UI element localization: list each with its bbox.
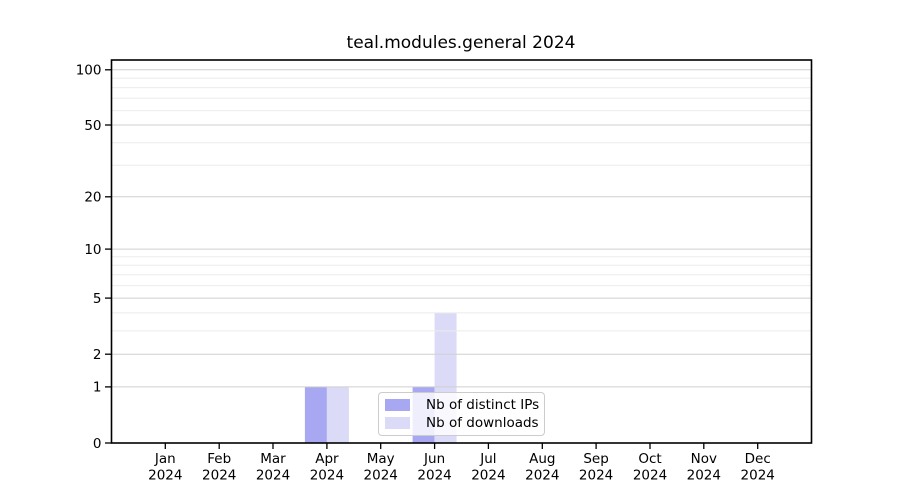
x-tick-label-month: Nov: [691, 451, 717, 467]
x-tick-label-month: Jul: [479, 451, 496, 467]
y-tick-label: 5: [93, 291, 102, 307]
x-tick-label-month: Aug: [529, 451, 555, 467]
x-tick-label-month: Oct: [638, 451, 661, 467]
x-tick-label-year: 2024: [202, 468, 236, 484]
x-tick-label-year: 2024: [579, 468, 613, 484]
legend-label-distinct-ips: Nb of distinct IPs: [426, 397, 540, 413]
bar-downloads-apr: [326, 386, 349, 443]
legend: Nb of distinct IPs Nb of downloads: [378, 392, 545, 436]
legend-swatch-downloads: [385, 417, 410, 429]
y-tick-label: 20: [84, 190, 101, 206]
x-tick-label-year: 2024: [471, 468, 505, 484]
legend-label-downloads: Nb of downloads: [426, 415, 539, 431]
legend-item-distinct-ips: Nb of distinct IPs: [385, 396, 540, 414]
y-tick-label: 50: [84, 118, 101, 134]
x-tick-label-month: Jun: [423, 451, 445, 467]
legend-swatch-distinct-ips: [385, 399, 410, 411]
x-tick-label-year: 2024: [633, 468, 667, 484]
x-tick-label-month: Mar: [260, 451, 286, 467]
x-tick-label-month: Dec: [745, 451, 771, 467]
legend-item-downloads: Nb of downloads: [385, 414, 539, 432]
y-tick-label: 0: [93, 436, 102, 452]
chart-title: teal.modules.general 2024: [346, 33, 576, 53]
x-tick-label-year: 2024: [310, 468, 344, 484]
x-tick-label-month: Jan: [154, 451, 176, 467]
x-tick-label-year: 2024: [525, 468, 559, 484]
x-tick-label-year: 2024: [417, 468, 451, 484]
axes-spines: [110, 59, 813, 444]
y-tick-label: 1: [93, 380, 102, 396]
x-tick-label-month: Feb: [207, 451, 231, 467]
x-tick-label-month: Apr: [315, 451, 339, 467]
x-tick-label-year: 2024: [148, 468, 182, 484]
x-tick-label-month: Sep: [583, 451, 608, 467]
x-tick-label-year: 2024: [256, 468, 290, 484]
bar-distinct-ips-apr: [304, 386, 327, 443]
x-tick-label-year: 2024: [364, 468, 398, 484]
x-tick-label-year: 2024: [687, 468, 721, 484]
y-tick-label: 2: [93, 347, 102, 363]
x-tick-label-month: May: [367, 451, 395, 467]
y-tick-label: 100: [76, 63, 102, 79]
x-tick-label-year: 2024: [741, 468, 775, 484]
y-tick-label: 10: [84, 242, 101, 258]
